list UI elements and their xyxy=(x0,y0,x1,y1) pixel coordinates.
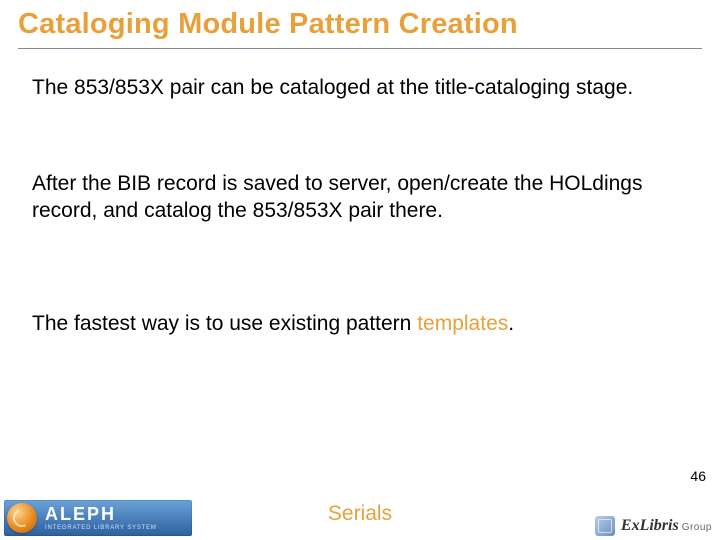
paragraph-3-pre: The fastest way is to use existing patte… xyxy=(32,312,417,335)
exlibris-text: ExLibrisGroup xyxy=(621,518,712,534)
exlibris-brand-name: ExLibris xyxy=(621,517,679,534)
slide: Cataloging Module Pattern Creation The 8… xyxy=(0,0,720,540)
logo-exlibris: ExLibrisGroup xyxy=(595,516,712,536)
slide-title: Cataloging Module Pattern Creation xyxy=(18,8,702,41)
aleph-brand: ALEPH xyxy=(45,505,157,523)
footer: Serials ALEPH INTEGRATED LIBRARY SYSTEM … xyxy=(0,494,720,540)
logo-aleph: ALEPH INTEGRATED LIBRARY SYSTEM xyxy=(4,500,192,536)
paragraph-3-accent: templates xyxy=(417,312,508,335)
aleph-tagline: INTEGRATED LIBRARY SYSTEM xyxy=(45,525,157,531)
exlibris-square-icon xyxy=(595,516,615,536)
paragraph-1: The 853/853X pair can be cataloged at th… xyxy=(32,74,680,101)
paragraph-3-post: . xyxy=(508,312,514,335)
paragraph-3: The fastest way is to use existing patte… xyxy=(32,310,680,337)
exlibris-brand: ExLibrisGroup xyxy=(621,518,712,534)
title-underline xyxy=(18,48,702,49)
aleph-orb-icon xyxy=(7,503,37,533)
aleph-text: ALEPH INTEGRATED LIBRARY SYSTEM xyxy=(45,505,157,531)
paragraph-2: After the BIB record is saved to server,… xyxy=(32,170,680,225)
exlibris-brand-suffix: Group xyxy=(682,522,712,533)
page-number: 46 xyxy=(690,468,706,484)
